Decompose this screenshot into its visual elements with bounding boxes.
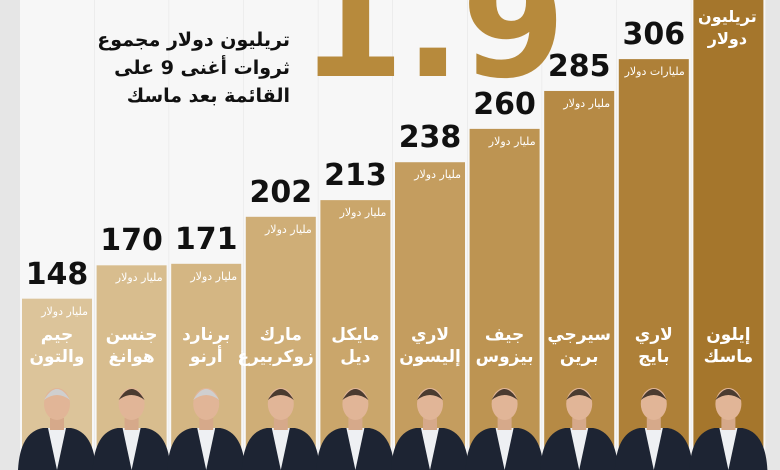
unit-label: مليار دولار <box>488 134 536 148</box>
portrait-neck <box>273 418 288 430</box>
value-label: 171 <box>174 221 238 257</box>
value-label: 306 <box>622 17 686 53</box>
unit-label: مليار دولار <box>41 304 88 318</box>
person-name: برنارد أرنو <box>182 325 231 367</box>
person-name: جيم والتون <box>29 325 85 367</box>
portrait-hair <box>640 389 667 400</box>
value-label: 170 <box>100 223 163 259</box>
value-label: 213 <box>324 158 387 194</box>
portrait-neck <box>572 418 587 430</box>
portrait-shirt <box>421 428 439 470</box>
portrait-shirt <box>122 428 141 470</box>
unit-label: مليارات دولار <box>624 65 685 79</box>
chart-title: تريليون دولار مجموع ثروات أغنى 9 على الق… <box>97 29 290 107</box>
portrait-neck <box>50 418 64 430</box>
portrait-shirt <box>271 428 290 470</box>
portrait-neck <box>423 418 437 430</box>
person-name: لاري إليسون <box>399 325 461 367</box>
portrait-hair <box>417 389 443 400</box>
value-label: 148 <box>25 256 89 292</box>
portrait-hair <box>118 389 145 400</box>
unit-label: مليار دولار <box>190 269 238 283</box>
portrait-shirt <box>644 428 663 470</box>
portrait-neck <box>497 418 512 430</box>
portrait-hair <box>715 389 742 400</box>
person-name: مايكل ديل <box>331 325 380 367</box>
unit-label: مليار دولار <box>264 222 312 236</box>
portrait-neck <box>721 418 736 430</box>
total-number: 1.9 <box>300 0 566 112</box>
value-label: 260 <box>473 86 536 122</box>
portrait-neck <box>124 418 139 430</box>
person-name: لاري بايج <box>634 325 673 367</box>
portrait-hair <box>342 389 369 400</box>
person-name: جيف بيزوس <box>475 325 534 367</box>
person-name: جنسن هوانغ <box>105 325 158 367</box>
person-name: سيرجي برين <box>547 325 612 367</box>
portrait-hair <box>566 389 593 400</box>
unit-label: تريليون دولار <box>698 7 757 48</box>
portrait-hair <box>44 389 70 400</box>
portrait-shirt <box>197 428 216 470</box>
unit-label: مليار دولار <box>414 168 461 182</box>
portrait-neck <box>646 418 661 430</box>
unit-label: مليار دولار <box>339 206 387 220</box>
portrait-shirt <box>48 428 66 470</box>
value-label: 238 <box>398 120 462 156</box>
portrait-shirt <box>719 428 738 470</box>
portrait-neck <box>199 418 214 430</box>
portrait-neck <box>348 418 363 430</box>
unit-label: مليار دولار <box>115 271 163 285</box>
portrait-hair <box>193 389 220 400</box>
value-label: 285 <box>547 48 611 84</box>
value-label: 202 <box>249 174 313 210</box>
portrait-hair <box>267 389 294 400</box>
unit-label: مليار دولار <box>563 96 611 110</box>
person-name: إيلون ماسك <box>703 325 754 367</box>
portrait-shirt <box>570 428 589 470</box>
portrait-shirt <box>346 428 365 470</box>
person-name: مارك زوكربيرغ <box>237 325 314 367</box>
portrait-shirt <box>495 428 514 470</box>
portrait-hair <box>491 389 518 400</box>
